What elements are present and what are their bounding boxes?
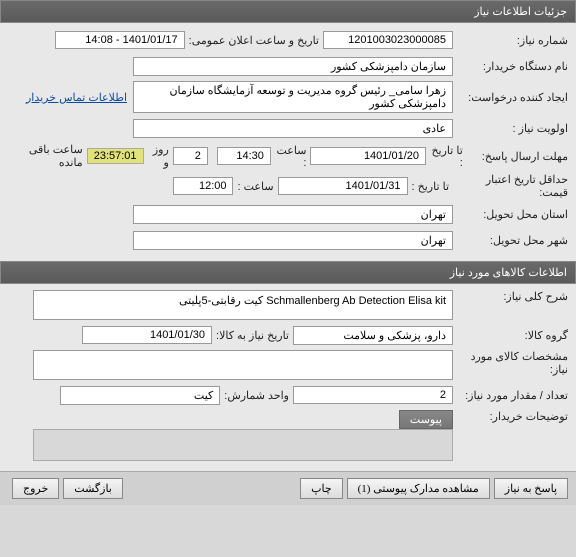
buyer-value: سازمان دامپزشکی کشور [133, 57, 453, 76]
need-no-label: شماره نیاز: [453, 34, 568, 47]
back-button[interactable]: بازگشت [63, 478, 123, 499]
need-details-header: جزئیات اطلاعات نیاز [0, 0, 576, 23]
requester-label: ایجاد کننده درخواست: [453, 91, 568, 104]
days-suffix: روز و [144, 143, 173, 169]
group-label: گروه کالا: [453, 329, 568, 342]
to-date2-label: تا تاریخ : [408, 180, 453, 193]
need-date-label: تاریخ نیاز به کالا: [212, 329, 293, 342]
desc-label: شرح کلی نیاز: [453, 290, 568, 303]
attach-header: پیوست [399, 410, 453, 429]
group-value: دارو، پزشکی و سلامت [293, 326, 453, 345]
spec-value [33, 350, 453, 380]
city-label: شهر محل تحویل: [453, 234, 568, 247]
contact-link[interactable]: اطلاعات تماس خریدار [26, 91, 127, 104]
days-remaining: 2 [173, 147, 208, 165]
need-details-body: شماره نیاز: 1201003023000085 تاریخ و ساع… [0, 23, 576, 261]
footer-bar: پاسخ به نیاز مشاهده مدارک پیوستی (1) چاپ… [0, 471, 576, 505]
time-value: 14:30 [217, 147, 271, 165]
time2-value: 12:00 [173, 177, 233, 195]
attachments-button[interactable]: مشاهده مدارک پیوستی (1) [347, 478, 490, 499]
province-label: استان محل تحویل: [453, 208, 568, 221]
time-remaining: 23:57:01 [87, 148, 144, 164]
buyer-notes-label: توضیحات خریدار: [453, 410, 568, 423]
qty-label: تعداد / مقدار مورد نیاز: [453, 389, 568, 402]
print-button[interactable]: چاپ [300, 478, 343, 499]
spec-label: مشخصات کالای مورد نیاز: [453, 350, 568, 376]
to-date2-value: 1401/01/31 [278, 177, 408, 195]
remain-suffix: ساعت باقی مانده [8, 143, 87, 169]
priority-label: اولویت نیاز : [453, 122, 568, 135]
province-value: تهران [133, 205, 453, 224]
attach-body [33, 429, 453, 461]
goods-header: اطلاعات کالاهای مورد نیاز [0, 261, 576, 284]
desc-value: Schmallenberg Ab Detection Elisa kit کیت… [33, 290, 453, 320]
to-date-value: 1401/01/20 [310, 147, 426, 165]
time2-label: ساعت : [233, 180, 277, 193]
deadline-label: مهلت ارسال پاسخ: [467, 150, 568, 163]
buyer-label: نام دستگاه خریدار: [453, 60, 568, 73]
exit-button[interactable]: خروج [12, 478, 59, 499]
qty-value: 2 [293, 386, 453, 404]
price-valid-label: حداقل تاریخ اعتبار قیمت: [453, 173, 568, 199]
need-no-value: 1201003023000085 [323, 31, 453, 49]
need-date-value: 1401/01/30 [82, 326, 212, 344]
priority-value: عادی [133, 119, 453, 138]
respond-button[interactable]: پاسخ به نیاز [494, 478, 568, 499]
goods-body: شرح کلی نیاز: Schmallenberg Ab Detection… [0, 284, 576, 471]
unit-value: کیت [60, 386, 220, 405]
requester-value: زهرا سامی_ رئیس گروه مدیریت و توسعه آزما… [133, 81, 453, 113]
unit-label: واحد شمارش: [220, 389, 293, 402]
announce-value: 1401/01/17 - 14:08 [55, 31, 185, 49]
announce-label: تاریخ و ساعت اعلان عمومی: [185, 34, 323, 47]
time-label: ساعت : [271, 144, 311, 169]
to-date-label: تا تاریخ : [426, 144, 467, 169]
city-value: تهران [133, 231, 453, 250]
